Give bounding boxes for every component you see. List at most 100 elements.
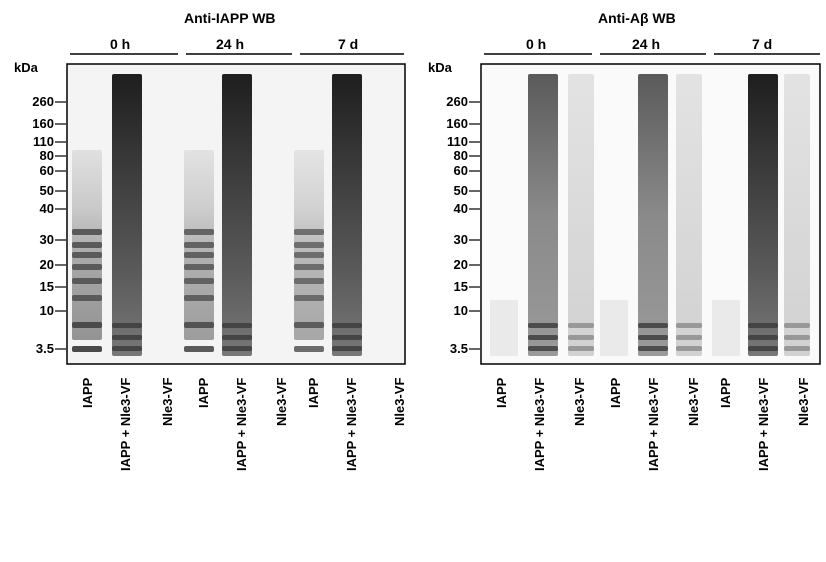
lane-band [72, 242, 102, 248]
timepoint-label-right-7d: 7 d [752, 36, 773, 52]
lane-label-right-6: Nle3-VF [686, 377, 701, 426]
lane-band [784, 323, 810, 328]
lane-label-right-9: Nle3-VF [796, 377, 811, 426]
lane-band [72, 322, 102, 328]
lane-band [528, 323, 558, 328]
mw-marker-15: 15 [39, 279, 54, 294]
lane-band [72, 229, 102, 235]
lane-band [748, 346, 778, 351]
lane-smear [528, 74, 558, 356]
timepoint-label-left-0h: 0 h [110, 36, 131, 52]
mw-marker-260: 260 [446, 94, 468, 109]
kda-label-left: kDa [14, 60, 38, 75]
lane-label-left-8: IAPP + Nle3-VF [344, 377, 359, 471]
lane-band [222, 346, 252, 351]
lane-band [72, 264, 102, 270]
mw-marker-3-5: 3.5 [449, 341, 468, 356]
lane-band [528, 346, 558, 351]
lane-band [184, 242, 214, 248]
lane-label-right-7: IAPP [718, 377, 733, 408]
mw-marker-40: 40 [39, 201, 54, 216]
mw-marker-80: 80 [39, 148, 54, 163]
lane-band [72, 346, 102, 352]
lane-label-right-1: IAPP [494, 377, 509, 408]
lane-band [112, 323, 142, 328]
lane-label-left-7: IAPP [306, 377, 321, 408]
mw-marker-60: 60 [453, 163, 468, 178]
lane-band [332, 346, 362, 351]
lane-smear [638, 74, 668, 356]
mw-marker-110: 110 [447, 134, 468, 149]
lanes-right [490, 74, 810, 356]
lane-label-right-3: Nle3-VF [572, 377, 587, 426]
lane-smear [784, 74, 810, 356]
mw-marker-60: 60 [39, 163, 54, 178]
lane-label-left-4: IAPP [196, 377, 211, 408]
lane-band [332, 335, 362, 340]
mw-marker-40: 40 [453, 201, 468, 216]
mw-marker-160: 160 [32, 116, 54, 131]
lane-band [222, 335, 252, 340]
lane-band [294, 252, 324, 258]
lane-band [638, 346, 668, 351]
mw-marker-50: 50 [39, 183, 54, 198]
lane-band [784, 346, 810, 351]
lane-label-right-4: IAPP [608, 377, 623, 408]
lane-label-right-5: IAPP + Nle3-VF [646, 377, 661, 471]
lane-band [72, 278, 102, 284]
mw-marker-110: 110 [33, 134, 54, 149]
lane-band [184, 264, 214, 270]
lane-band [568, 346, 594, 351]
lane-band [294, 278, 324, 284]
lane-band [184, 229, 214, 235]
lane-band [222, 323, 252, 328]
lane-band [638, 335, 668, 340]
lane-band [184, 346, 214, 352]
lane-band [676, 335, 702, 340]
lane-label-left-5: IAPP + Nle3-VF [234, 377, 249, 471]
lane-label-left-2: IAPP + Nle3-VF [118, 377, 133, 471]
lane-smear [332, 74, 362, 356]
lane-band [528, 335, 558, 340]
mw-marker-10: 10 [453, 303, 468, 318]
lane-band [332, 323, 362, 328]
lane-smear [568, 74, 594, 356]
lane-band [294, 264, 324, 270]
lane-smear [112, 74, 142, 356]
lane-band [112, 335, 142, 340]
lane-label-left-3: Nle3-VF [160, 377, 175, 426]
lane-smear [676, 74, 702, 356]
lane-band [676, 346, 702, 351]
lanes-left [72, 74, 362, 356]
lane-band [638, 323, 668, 328]
lane-band [568, 323, 594, 328]
mw-marker-30: 30 [39, 232, 54, 247]
panel-left-title: Anti-IAPP WB [184, 10, 276, 26]
lane-smear [490, 300, 518, 356]
panel-right-title: Anti-Aβ WB [598, 10, 676, 26]
lane-label-right-2: IAPP + Nle3-VF [532, 377, 547, 471]
mw-marker-20: 20 [39, 257, 54, 272]
lane-band [748, 323, 778, 328]
mw-marker-260: 260 [32, 94, 54, 109]
kda-label-right: kDa [428, 60, 452, 75]
lane-label-right-8: IAPP + Nle3-VF [756, 377, 771, 471]
mw-marker-80: 80 [453, 148, 468, 163]
lane-smear [748, 74, 778, 356]
mw-marker-160: 160 [446, 116, 468, 131]
lane-band [184, 322, 214, 328]
lane-smear [222, 74, 252, 356]
mw-marker-50: 50 [453, 183, 468, 198]
marker-ticks [55, 101, 480, 350]
mw-marker-15: 15 [453, 279, 468, 294]
lane-label-left-9: Nle3-VF [392, 377, 407, 426]
lane-band [294, 242, 324, 248]
lane-band [294, 346, 324, 352]
lane-band [112, 346, 142, 351]
mw-marker-20: 20 [453, 257, 468, 272]
lane-band [72, 295, 102, 301]
lane-band [294, 322, 324, 328]
timepoint-label-left-7d: 7 d [338, 36, 359, 52]
lane-band [184, 295, 214, 301]
